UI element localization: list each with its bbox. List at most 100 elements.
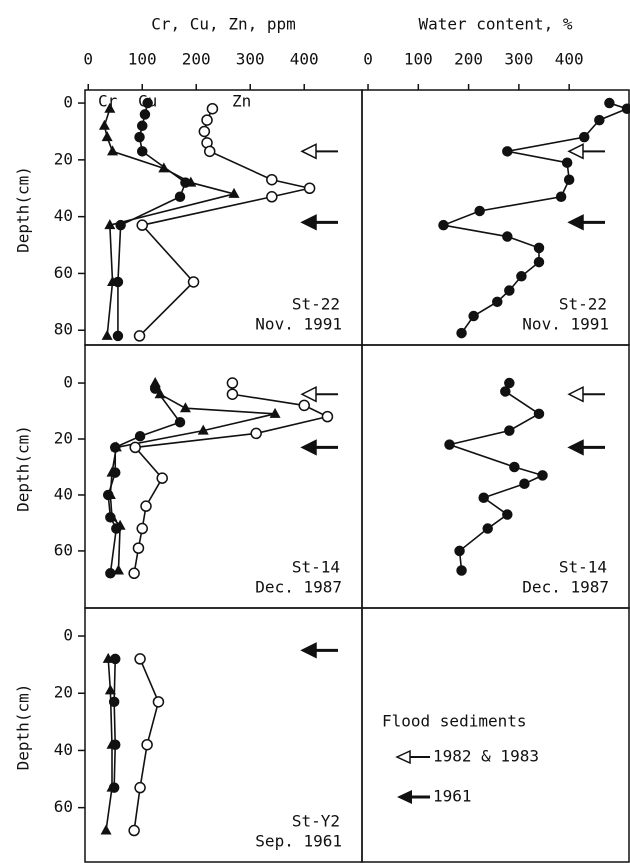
point <box>533 408 545 420</box>
point <box>156 472 168 484</box>
y-axis-label: Depth(cm) <box>14 425 33 512</box>
arrow-head <box>300 214 317 231</box>
point <box>141 738 153 751</box>
series-line <box>446 382 545 571</box>
y-tick-label: 20 <box>54 683 73 702</box>
point <box>129 441 141 454</box>
panel-label: Sep. 1961 <box>255 832 342 851</box>
flood-arrow <box>300 386 338 403</box>
point <box>100 824 112 835</box>
y-tick-label: 60 <box>54 797 73 816</box>
point <box>152 696 165 708</box>
arrow-head <box>300 386 317 403</box>
arrow-head <box>300 143 317 160</box>
x-tick-label: 400 <box>555 50 584 69</box>
x-tick-label: 400 <box>290 50 319 69</box>
point <box>563 174 575 185</box>
point <box>269 407 281 418</box>
point <box>180 177 191 188</box>
point <box>228 187 240 198</box>
y-axis-label: Depth(cm) <box>14 166 33 253</box>
point <box>502 509 513 520</box>
point <box>108 782 120 793</box>
point <box>578 131 590 143</box>
x-tick-label: 100 <box>128 50 157 69</box>
y-axis-label: Depth(cm) <box>14 684 33 771</box>
panel-label: Nov. 1991 <box>255 315 342 334</box>
point <box>478 492 489 504</box>
point <box>504 285 515 296</box>
x-axis-label: Cr, Cu, Zn, ppm <box>151 15 296 34</box>
series-line <box>113 658 117 788</box>
point <box>154 388 166 399</box>
point <box>109 653 121 665</box>
point <box>500 386 511 397</box>
arrow-head <box>567 143 584 160</box>
panel-label: St-22 <box>292 295 340 314</box>
point <box>112 564 124 575</box>
legend-title: Flood sediments <box>382 712 527 731</box>
panel-label: St-22 <box>559 295 607 314</box>
legend-arrow-filled <box>397 790 430 804</box>
point <box>438 219 449 231</box>
point <box>142 97 153 109</box>
y-tick-label: 0 <box>63 373 73 392</box>
point <box>133 330 146 342</box>
y-tick-label: 0 <box>63 93 73 112</box>
flood-arrow <box>567 439 605 456</box>
point <box>298 399 310 412</box>
y-tick-label: 20 <box>54 149 73 168</box>
point <box>134 430 146 442</box>
point <box>456 327 467 339</box>
flood-arrow <box>300 642 338 659</box>
point <box>179 402 191 413</box>
point <box>112 330 124 342</box>
point <box>492 296 503 308</box>
point <box>561 157 573 168</box>
point <box>108 696 120 708</box>
point <box>502 146 513 157</box>
legend-item: 1982 & 1983 <box>433 747 539 766</box>
point <box>139 109 151 120</box>
point <box>134 653 146 665</box>
point <box>206 102 219 115</box>
panel-label: St-Y2 <box>292 812 340 831</box>
point <box>516 271 527 282</box>
arrow-head <box>567 386 584 403</box>
y-tick-label: 40 <box>54 484 73 503</box>
y-tick-label: 60 <box>54 540 73 559</box>
point <box>594 114 605 126</box>
point <box>509 461 520 473</box>
point <box>109 739 121 750</box>
flood-arrow <box>567 386 605 403</box>
point <box>134 131 145 143</box>
x-tick-label: 100 <box>404 50 433 69</box>
point <box>101 329 113 340</box>
point <box>198 125 211 138</box>
point <box>533 256 545 268</box>
point <box>201 114 213 126</box>
point <box>149 383 161 394</box>
point <box>132 542 145 554</box>
point <box>266 173 278 186</box>
flood-arrow <box>300 439 338 456</box>
x-tick-label: 0 <box>83 50 93 69</box>
point <box>533 242 545 254</box>
point <box>456 565 467 576</box>
point <box>98 119 110 130</box>
arrow-head <box>567 214 584 231</box>
x-tick-label: 200 <box>454 50 483 69</box>
flood-arrow <box>300 143 338 160</box>
point <box>134 781 146 794</box>
point <box>112 276 124 288</box>
point <box>187 276 200 288</box>
flood-arrow <box>567 214 605 231</box>
point <box>502 231 513 242</box>
point <box>105 512 116 523</box>
y-tick-label: 0 <box>63 626 73 645</box>
point <box>105 568 116 579</box>
series-line <box>138 108 310 337</box>
series-label: Cu <box>138 92 157 111</box>
y-tick-label: 80 <box>54 320 73 339</box>
